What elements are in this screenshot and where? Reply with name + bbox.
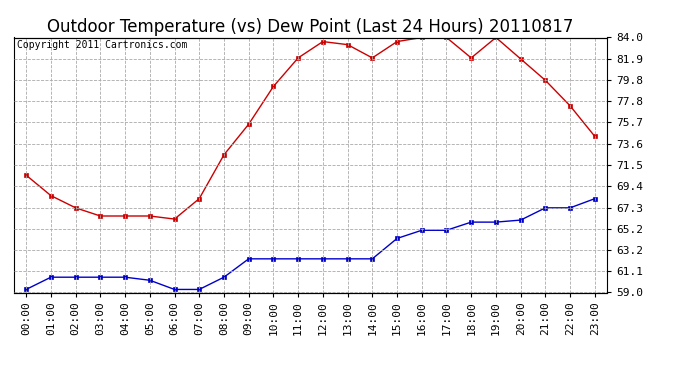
Title: Outdoor Temperature (vs) Dew Point (Last 24 Hours) 20110817: Outdoor Temperature (vs) Dew Point (Last… bbox=[48, 18, 573, 36]
Text: Copyright 2011 Cartronics.com: Copyright 2011 Cartronics.com bbox=[17, 40, 187, 50]
